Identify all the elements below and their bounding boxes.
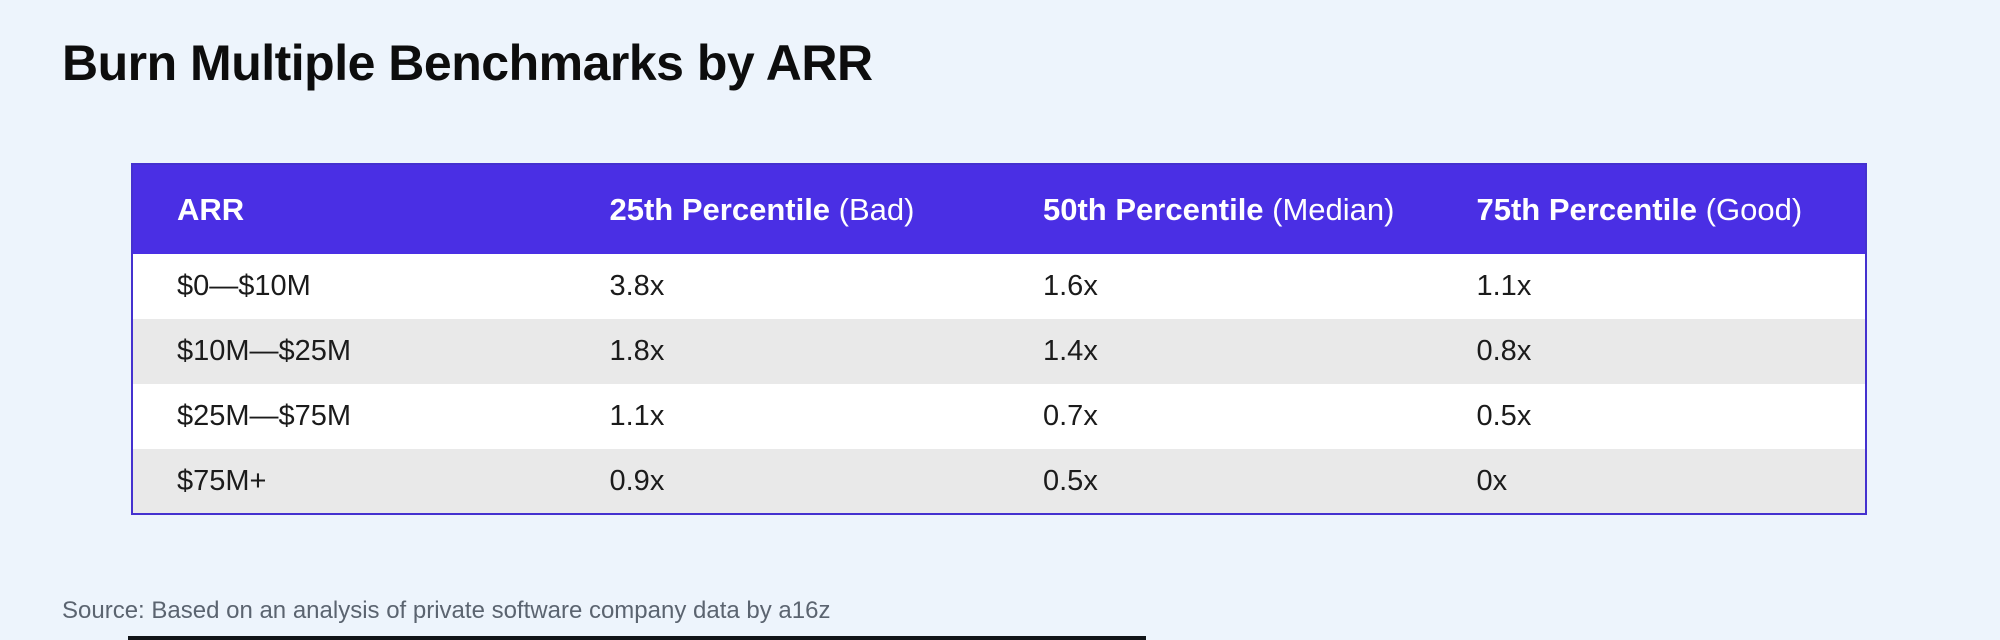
column-header-label: 75th Percentile	[1476, 191, 1698, 227]
column-header-suffix: (Median)	[1263, 191, 1395, 227]
cell-p25-value: 3.8x	[609, 270, 665, 302]
column-header-label: 50th Percentile	[1043, 191, 1264, 227]
table-row: $0—$10M 3.8x 1.6x 1.1x	[132, 254, 1866, 319]
column-header-suffix: (Good)	[1697, 191, 1803, 227]
cell-p25-value: 1.1x	[609, 400, 665, 432]
cell-p75-value: 0.5x	[1476, 400, 1532, 432]
cell-p75-value: 1.1x	[1476, 270, 1532, 302]
table-row: $10M—$25M 1.8x 1.4x 0.8x	[132, 319, 1866, 384]
column-header-label: 25th Percentile	[609, 191, 831, 227]
source-note: Source: Based on an analysis of private …	[62, 597, 831, 624]
table-body: $0—$10M 3.8x 1.6x 1.1x $10M—$25M 1.8x 1.…	[132, 254, 1866, 514]
table-header: ARR 25th Percentile (Bad) 50th Percentil…	[132, 164, 1866, 254]
cell-arr-range: $25M—$75M	[177, 400, 352, 432]
table-row: $25M—$75M 1.1x 0.7x 0.5x	[132, 384, 1866, 449]
column-header-25th-percentile: 25th Percentile (Bad)	[566, 164, 1000, 254]
cell-p25-value: 1.8x	[609, 335, 665, 367]
benchmarks-table: ARR 25th Percentile (Bad) 50th Percentil…	[131, 163, 1867, 515]
cell-arr-range: $10M—$25M	[177, 335, 352, 367]
column-header-suffix: (Bad)	[830, 191, 915, 227]
cell-p50-value: 0.5x	[1043, 464, 1098, 497]
cell-p50-value: 1.4x	[1043, 335, 1098, 367]
cell-p75-value: 0x	[1476, 464, 1508, 497]
column-header-arr: ARR	[132, 164, 566, 254]
bottom-edge-bar	[128, 636, 1146, 640]
column-header-75th-percentile: 75th Percentile (Good)	[1433, 164, 1867, 254]
cell-arr-range: $75M+	[177, 464, 267, 497]
cell-p50-value: 1.6x	[1043, 270, 1098, 302]
page-title: Burn Multiple Benchmarks by ARR	[62, 35, 873, 91]
table-header-row: ARR 25th Percentile (Bad) 50th Percentil…	[132, 164, 1866, 254]
cell-p75-value: 0.8x	[1476, 335, 1532, 367]
column-header-50th-percentile: 50th Percentile (Median)	[999, 164, 1433, 254]
cell-p25-value: 0.9x	[609, 464, 665, 497]
cell-arr-range: $0—$10M	[177, 270, 311, 302]
cell-p50-value: 0.7x	[1043, 400, 1098, 432]
table-row: $75M+ 0.9x 0.5x 0x	[132, 449, 1866, 514]
column-header-label: ARR	[177, 191, 245, 227]
